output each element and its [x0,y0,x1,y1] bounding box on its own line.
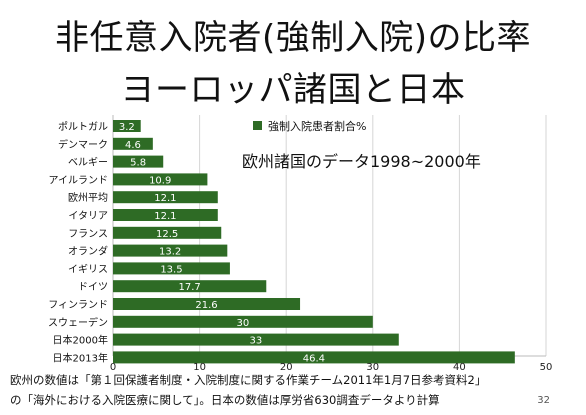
category-label: デンマーク [58,138,108,151]
bar-value-label: 4.6 [125,140,141,151]
bar-value-label: 46.4 [303,353,325,364]
bar-value-label: 12.1 [154,211,176,222]
bar [113,262,230,275]
category-label: イタリア [68,210,108,222]
category-label: ポルトガル [58,121,108,133]
x-tick-labels: 0 10 20 30 40 50 [110,362,553,373]
bar-value-label: 3.2 [119,122,135,133]
footnote-source-1: 欧州の数値は「第１回保護者制度・入院制度に関する作業チーム2011年1月7日参考… [10,373,487,387]
legend: 強制入院患者割合% [253,119,366,133]
category-label: 日本2013年 [53,351,108,364]
bar [113,120,141,132]
x-tick-label: 50 [540,362,553,373]
x-tick-label: 30 [366,362,379,373]
category-label: 日本2000年 [53,334,108,347]
category-label: 欧州平均 [68,192,108,204]
bar-value-label: 13.5 [160,264,182,275]
bar [113,137,153,150]
category-label: フランス [68,228,108,240]
slide-title: 非任意入院者(強制入院)の比率 [54,18,532,58]
legend-label: 強制入院患者割合% [268,119,366,133]
footnote-source-2: の「海外における入院医療に関して」。日本の数値は厚労省630調査データより計算 [10,393,440,407]
bar-value-label: 12.1 [154,193,176,204]
category-label: ベルギー [68,157,108,169]
bar-value-label: 17.7 [179,282,201,293]
bar [113,173,208,186]
x-tick-label: 0 [110,362,116,373]
bar [113,209,218,221]
category-label: イギリス [68,263,108,275]
chart-annotation: 欧州諸国のデータ1998~2000年 [242,152,481,171]
bar [113,315,373,328]
category-label: オランダ [68,245,108,258]
bar [113,333,399,346]
bar [113,280,267,293]
bar-value-label: 30 [237,318,250,329]
bar-value-label: 12.5 [156,229,178,240]
bar [113,155,164,168]
annotation: 欧州諸国のデータ1998~2000年 [242,152,481,171]
bar-value-label: 21.6 [195,300,217,311]
bar-value-label: 10.9 [149,175,171,186]
x-tick-label: 40 [453,362,466,373]
bar [113,298,301,310]
x-tick-label: 10 [193,362,206,373]
category-label: アイルランド [49,174,109,186]
category-label: スウェーデン [48,316,108,329]
legend-swatch [253,121,262,130]
bar [113,191,218,204]
page-number: 32 [537,395,550,406]
bar-value-label: 5.8 [130,158,146,169]
bar [113,351,515,364]
category-label: ドイツ [78,282,108,293]
x-tick-label: 20 [280,362,293,373]
bar-value-label: 13.2 [159,247,181,258]
bars: 3.2 4.6 5.810.9 12.1 12.1 12.5 13.2 13.5 17.7 21.… [113,120,515,364]
bar-value-label: 33 [250,336,263,347]
slide-subtitle: ヨーロッパ諸国と日本 [120,70,466,110]
category-label: フィンランド [48,299,108,311]
bar [113,226,222,239]
bar [113,244,228,257]
category-labels: ポルトガルデンマークベルギーアイルランド欧州平均イタリアフランスオランダイギリス… [48,121,108,364]
